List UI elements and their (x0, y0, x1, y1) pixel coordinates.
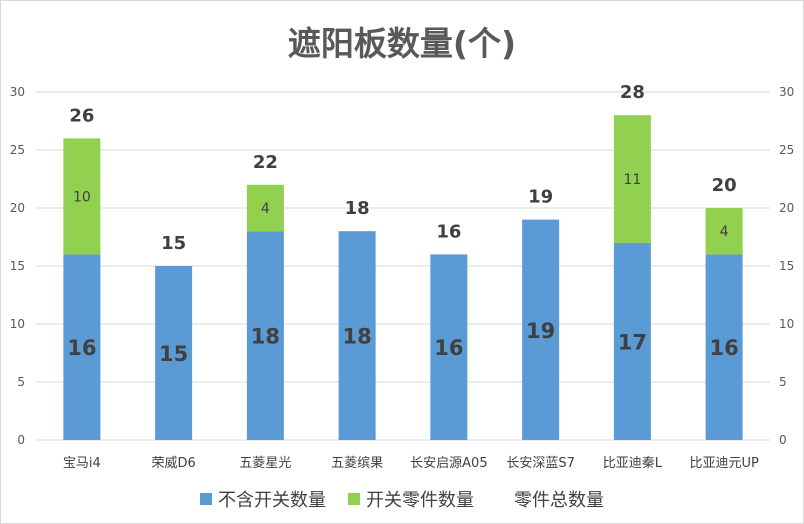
data-label-total: 20 (712, 175, 737, 196)
y-tick-label-left: 30 (10, 85, 25, 99)
bar-no-switch (63, 254, 101, 440)
x-category-label: 长安启源A05 (410, 456, 487, 471)
data-label-switch-parts: 10 (73, 189, 91, 205)
legend-label-switch-parts: 开关零件数量 (366, 490, 474, 511)
y-tick-label-right: 15 (779, 259, 794, 273)
data-label-total: 22 (253, 152, 278, 173)
legend-swatch-no-switch (200, 493, 212, 505)
y-tick-label-left: 15 (10, 259, 25, 273)
y-tick-label-right: 10 (779, 317, 794, 331)
y-tick-label-right: 0 (779, 433, 787, 447)
y-tick-label-left: 5 (17, 375, 25, 389)
data-label-no-switch: 18 (251, 325, 280, 349)
legend: 不含开关数量 开关零件数量 零件总数量 (1, 486, 803, 512)
bar-switch-parts (63, 138, 101, 255)
data-label-switch-parts: 4 (720, 224, 729, 240)
data-label-switch-parts: 4 (261, 201, 270, 217)
bar-no-switch (338, 231, 376, 440)
x-category-label: 五菱缤果 (331, 455, 383, 471)
y-tick-label-left: 20 (10, 201, 25, 215)
data-label-total: 15 (161, 233, 186, 254)
legend-item-switch-parts: 开关零件数量 (348, 486, 474, 512)
y-tick-label-right: 5 (779, 375, 787, 389)
x-category-label: 宝马i4 (63, 456, 101, 471)
x-category-label: 比亚迪秦L (603, 456, 663, 471)
x-category-label: 长安深蓝S7 (506, 456, 575, 471)
chart-title: 遮阳板数量(个) (287, 24, 517, 63)
y-tick-label-right: 25 (779, 143, 794, 157)
data-label-no-switch: 18 (343, 325, 372, 349)
bar-no-switch (613, 242, 651, 440)
bar-switch-parts (705, 208, 743, 255)
bar-no-switch (522, 219, 560, 440)
y-tick-label-left: 10 (10, 317, 25, 331)
data-label-no-switch: 16 (434, 336, 463, 360)
data-label-total: 26 (69, 105, 94, 126)
data-label-no-switch: 19 (526, 319, 555, 343)
data-label-total: 18 (345, 198, 370, 219)
legend-label-total: 零件总数量 (514, 490, 604, 511)
bar-no-switch (246, 231, 284, 440)
data-label-no-switch: 16 (710, 336, 739, 360)
bar-switch-parts (246, 184, 284, 232)
y-tick-label-left: 0 (17, 433, 25, 447)
legend-swatch-total (496, 493, 508, 505)
legend-item-no-switch: 不含开关数量 (200, 486, 326, 512)
data-label-switch-parts: 11 (623, 172, 641, 188)
y-tick-label-left: 25 (10, 143, 25, 157)
bar-switch-parts (613, 115, 651, 243)
bar-no-switch (705, 254, 743, 440)
data-label-no-switch: 17 (618, 330, 647, 354)
x-category-label: 比亚迪元UP (689, 456, 759, 471)
data-label-no-switch: 16 (67, 336, 96, 360)
y-tick-label-right: 20 (779, 201, 794, 215)
data-label-total: 28 (620, 82, 645, 103)
x-category-label: 荣威D6 (151, 456, 195, 471)
data-label-total: 16 (436, 221, 461, 242)
y-tick-label-right: 30 (779, 85, 794, 99)
bar-no-switch (155, 266, 193, 440)
legend-label-no-switch: 不含开关数量 (218, 490, 326, 511)
bar-no-switch (430, 254, 468, 440)
x-category-label: 五菱星光 (239, 456, 291, 471)
chart-plot: 0 5 10 15 20 25 30 0 5 10 15 20 25 30 16 10 26 宝马i4 15 15 荣威… (10, 82, 795, 471)
legend-swatch-switch-parts (348, 493, 360, 505)
data-label-total: 19 (528, 187, 553, 208)
legend-item-total: 零件总数量 (496, 486, 604, 512)
data-label-no-switch: 15 (159, 342, 188, 366)
